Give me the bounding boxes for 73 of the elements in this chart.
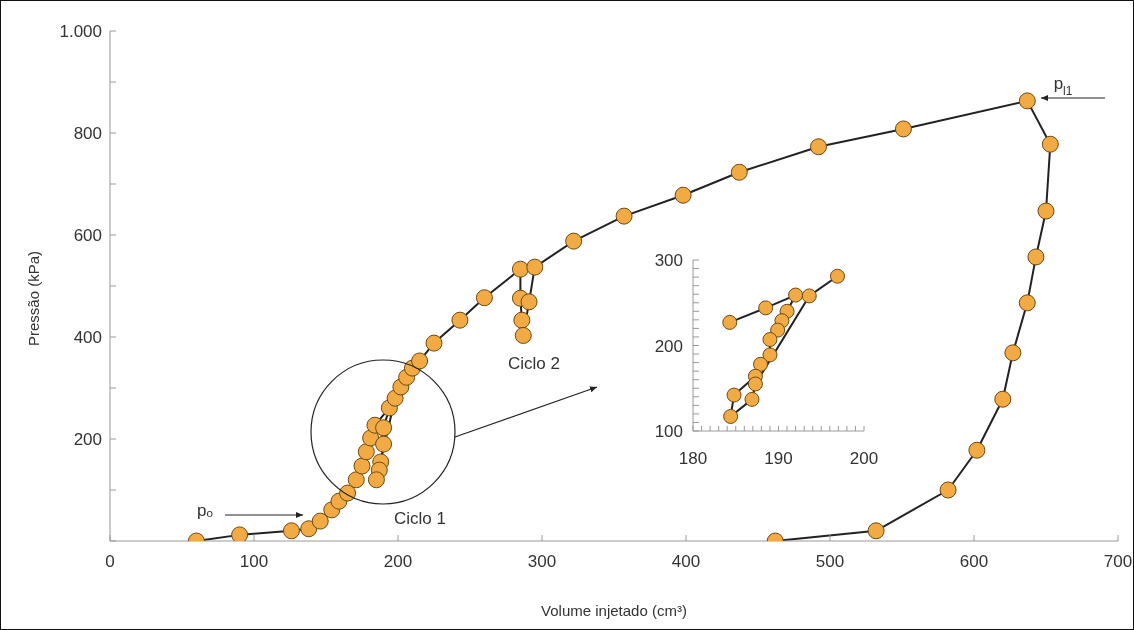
x-tick-label: 100 <box>239 552 269 572</box>
annotation: pₒ <box>197 501 213 521</box>
point <box>615 207 633 225</box>
point <box>722 314 738 330</box>
annotation: Ciclo 2 <box>508 354 560 374</box>
point <box>1004 344 1022 362</box>
point <box>1037 202 1055 220</box>
point <box>830 268 845 284</box>
x-tick-label: 600 <box>959 552 989 572</box>
x-tick-label: 700 <box>1103 552 1133 572</box>
point <box>939 481 957 499</box>
x-tick-label: 190 <box>764 449 793 469</box>
x-axis-title: Volume injetado (cm³) <box>541 602 687 619</box>
point <box>1027 248 1045 266</box>
x-tick-label: 0 <box>105 552 115 572</box>
x-tick-label: 300 <box>527 552 557 572</box>
point <box>867 522 885 540</box>
point <box>753 356 769 372</box>
y-tick-label: 400 <box>73 328 102 348</box>
x-tick-label: 200 <box>383 552 413 572</box>
x-tick-label: 500 <box>815 552 845 572</box>
x-tick-label: 200 <box>849 449 879 469</box>
point <box>282 522 300 540</box>
point <box>565 232 583 250</box>
point <box>357 443 375 461</box>
point <box>375 419 393 437</box>
point <box>511 260 529 278</box>
point <box>425 334 443 352</box>
point <box>674 186 692 204</box>
point <box>968 441 986 459</box>
point <box>347 471 365 489</box>
y-tick-label: 200 <box>73 430 102 450</box>
point <box>758 300 774 316</box>
point <box>367 471 385 489</box>
point <box>894 120 912 138</box>
point <box>723 408 739 424</box>
point <box>231 526 249 541</box>
y-tick-label: 600 <box>73 226 102 246</box>
point <box>514 326 532 344</box>
point <box>300 520 318 538</box>
x-tick-label: 400 <box>671 552 701 572</box>
point <box>726 387 742 403</box>
point <box>801 288 817 304</box>
x-tick-label: 180 <box>678 449 708 469</box>
annotation: Ciclo 1 <box>394 509 446 529</box>
y-tick-label: 100 <box>654 422 683 442</box>
point <box>475 289 493 307</box>
y-tick-label: 800 <box>73 124 102 144</box>
point <box>375 435 393 453</box>
point <box>744 391 760 407</box>
point <box>513 311 531 329</box>
point <box>451 311 469 329</box>
point <box>809 138 827 156</box>
point <box>411 352 429 370</box>
point <box>788 287 804 303</box>
point <box>1018 294 1036 312</box>
point <box>1041 135 1059 153</box>
y-tick-label: 1.000 <box>59 22 102 42</box>
point <box>526 258 544 276</box>
point <box>747 376 763 392</box>
point <box>1018 92 1036 110</box>
y-tick-label: 300 <box>654 251 683 271</box>
point <box>994 390 1012 408</box>
point <box>353 457 371 475</box>
point <box>770 322 786 338</box>
point <box>762 347 778 363</box>
y-axis-title: Pressão (kPa) <box>25 250 43 346</box>
point <box>730 163 748 181</box>
annotation: p$_{l1}$ <box>1053 74 1073 99</box>
point <box>520 293 538 311</box>
point <box>311 512 329 530</box>
point <box>762 332 778 348</box>
y-tick-label: 200 <box>654 336 683 356</box>
